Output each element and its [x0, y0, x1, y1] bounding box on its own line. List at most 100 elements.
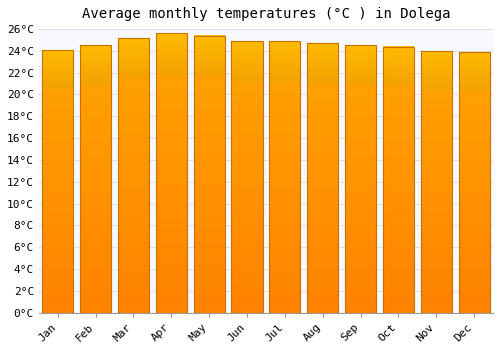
Bar [270, 122, 300, 127]
Bar [421, 300, 452, 304]
Bar [42, 181, 74, 186]
Bar [421, 251, 452, 256]
Bar [232, 199, 262, 204]
Bar [80, 139, 111, 144]
Bar [232, 172, 262, 177]
Bar [345, 117, 376, 121]
Bar [80, 210, 111, 215]
Bar [383, 175, 414, 180]
Bar [345, 192, 376, 197]
Bar [42, 67, 74, 72]
Bar [80, 46, 111, 313]
Bar [118, 253, 149, 258]
Bar [156, 247, 187, 252]
Bar [345, 161, 376, 166]
Bar [118, 61, 149, 65]
Bar [118, 106, 149, 111]
Bar [232, 159, 262, 163]
Bar [156, 71, 187, 75]
Bar [80, 272, 111, 277]
Bar [421, 273, 452, 278]
Bar [80, 299, 111, 304]
Bar [156, 266, 187, 271]
Bar [458, 130, 490, 134]
Bar [270, 213, 300, 218]
Bar [118, 267, 149, 271]
Bar [42, 290, 74, 295]
Bar [118, 212, 149, 216]
Bar [156, 299, 187, 303]
Bar [194, 49, 224, 54]
Bar [458, 61, 490, 65]
Bar [80, 303, 111, 308]
Bar [421, 112, 452, 116]
Bar [194, 119, 224, 123]
Bar [232, 217, 262, 222]
Bar [307, 259, 338, 263]
Bar [80, 197, 111, 201]
Bar [80, 219, 111, 224]
Bar [156, 252, 187, 257]
Bar [345, 272, 376, 277]
Bar [345, 303, 376, 308]
Bar [270, 245, 300, 249]
Bar [156, 84, 187, 89]
Bar [80, 290, 111, 295]
Bar [345, 201, 376, 206]
Bar [458, 221, 490, 226]
Bar [232, 249, 262, 254]
Bar [80, 134, 111, 139]
Bar [307, 173, 338, 178]
Bar [307, 52, 338, 57]
Bar [458, 291, 490, 295]
Bar [194, 197, 224, 202]
Bar [458, 169, 490, 174]
Bar [42, 243, 74, 247]
Bar [118, 88, 149, 93]
Bar [421, 103, 452, 107]
Bar [80, 63, 111, 68]
Bar [80, 99, 111, 103]
Bar [232, 127, 262, 132]
Bar [194, 114, 224, 119]
Bar [383, 273, 414, 277]
Bar [270, 141, 300, 145]
Bar [307, 196, 338, 201]
Bar [383, 255, 414, 259]
Bar [458, 300, 490, 304]
Bar [118, 184, 149, 189]
Bar [421, 134, 452, 138]
Bar [270, 145, 300, 150]
Bar [156, 229, 187, 233]
Bar [270, 41, 300, 313]
Bar [307, 160, 338, 164]
Bar [42, 229, 74, 234]
Bar [458, 52, 490, 56]
Bar [421, 238, 452, 243]
Bar [232, 104, 262, 109]
Bar [307, 276, 338, 281]
Bar [232, 290, 262, 295]
Bar [118, 289, 149, 294]
Bar [232, 285, 262, 290]
Bar [80, 183, 111, 188]
Bar [194, 63, 224, 68]
Bar [156, 261, 187, 266]
Bar [345, 77, 376, 81]
Bar [421, 203, 452, 208]
Bar [383, 47, 414, 51]
Bar [42, 133, 74, 138]
Bar [383, 82, 414, 86]
Bar [270, 303, 300, 308]
Bar [232, 254, 262, 258]
Bar [156, 233, 187, 238]
Bar [383, 206, 414, 211]
Bar [194, 40, 224, 45]
Bar [194, 248, 224, 253]
Bar [307, 61, 338, 66]
Bar [232, 55, 262, 59]
Bar [80, 108, 111, 112]
Bar [232, 163, 262, 168]
Bar [232, 213, 262, 218]
Bar [421, 90, 452, 94]
